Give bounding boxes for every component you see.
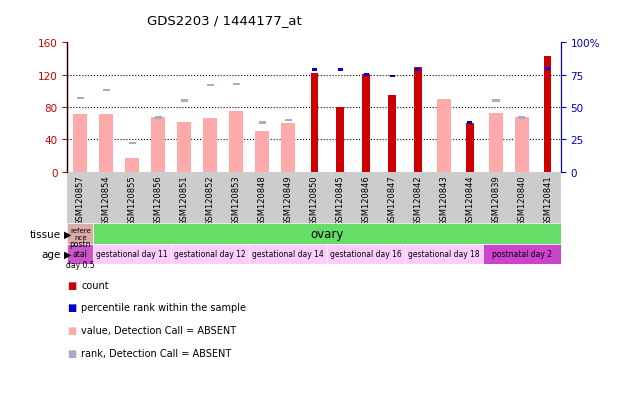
Bar (310, 74, 318, 172)
Bar (281, 124, 296, 172)
Bar (77, 97, 84, 100)
Bar (415, 68, 422, 172)
Bar (129, 142, 136, 145)
Bar (125, 159, 139, 172)
Bar (233, 83, 240, 86)
Text: gestational day 18: gestational day 18 (408, 250, 480, 259)
Bar (327, 244, 405, 264)
Bar (94, 244, 171, 264)
Text: GSM120843: GSM120843 (440, 175, 449, 225)
Text: GSM120839: GSM120839 (492, 175, 501, 225)
Text: GSM120851: GSM120851 (179, 175, 188, 225)
Text: ▶: ▶ (64, 249, 72, 259)
Text: ■: ■ (67, 325, 76, 335)
Text: rank, Detection Call = ABSENT: rank, Detection Call = ABSENT (81, 348, 231, 358)
Bar (67, 244, 94, 264)
Text: postn
atal
day 0.5: postn atal day 0.5 (66, 239, 95, 269)
Text: GSM120855: GSM120855 (128, 175, 137, 225)
Text: postnatal day 2: postnatal day 2 (492, 250, 552, 259)
Bar (255, 132, 269, 172)
Bar (67, 224, 94, 244)
Text: ▶: ▶ (64, 229, 72, 239)
Bar (519, 117, 526, 119)
Bar (203, 118, 217, 172)
Text: GSM120849: GSM120849 (283, 175, 292, 225)
Text: GSM120853: GSM120853 (231, 175, 240, 225)
Text: GSM120852: GSM120852 (206, 175, 215, 225)
Text: refere
nce: refere nce (70, 228, 90, 240)
Text: gestational day 16: gestational day 16 (330, 250, 402, 259)
Text: GSM120841: GSM120841 (544, 175, 553, 225)
Bar (405, 244, 483, 264)
Bar (467, 124, 474, 172)
Bar (181, 100, 188, 102)
Bar (312, 69, 317, 72)
Bar (363, 74, 369, 77)
Bar (489, 114, 503, 172)
Bar (338, 69, 342, 72)
Text: GDS2203 / 1444177_at: GDS2203 / 1444177_at (147, 14, 302, 27)
Text: GSM120846: GSM120846 (362, 175, 370, 225)
Text: GSM120857: GSM120857 (76, 175, 85, 225)
Text: GSM120856: GSM120856 (154, 175, 163, 225)
Bar (483, 244, 561, 264)
Bar (177, 122, 192, 172)
Text: GSM120842: GSM120842 (413, 175, 422, 225)
Text: percentile rank within the sample: percentile rank within the sample (81, 303, 246, 313)
Bar (492, 100, 499, 102)
Bar (229, 112, 244, 172)
Text: GSM120854: GSM120854 (102, 175, 111, 225)
Text: count: count (81, 280, 109, 290)
Bar (515, 117, 529, 172)
Text: GSM120844: GSM120844 (465, 175, 474, 225)
Bar (171, 244, 249, 264)
Text: tissue: tissue (29, 229, 61, 239)
Bar (362, 75, 370, 172)
Bar (154, 117, 162, 119)
Bar (545, 68, 551, 71)
Text: ■: ■ (67, 280, 76, 290)
Text: GSM120847: GSM120847 (388, 175, 397, 225)
Bar (249, 244, 327, 264)
Bar (467, 122, 472, 125)
Bar (415, 69, 420, 72)
Bar (437, 100, 451, 172)
Bar (337, 108, 344, 172)
Text: GSM120848: GSM120848 (258, 175, 267, 225)
Bar (388, 96, 395, 172)
Text: gestational day 12: gestational day 12 (174, 250, 246, 259)
Text: ovary: ovary (310, 228, 344, 240)
Text: ■: ■ (67, 303, 76, 313)
Text: value, Detection Call = ABSENT: value, Detection Call = ABSENT (81, 325, 237, 335)
Bar (544, 57, 551, 172)
Text: GSM120850: GSM120850 (310, 175, 319, 225)
Text: gestational day 14: gestational day 14 (253, 250, 324, 259)
Bar (73, 114, 87, 172)
Bar (99, 114, 113, 172)
Bar (151, 117, 165, 172)
Bar (390, 76, 394, 78)
Bar (258, 122, 266, 124)
Text: age: age (42, 249, 61, 259)
Text: GSM120845: GSM120845 (336, 175, 345, 225)
Text: GSM120840: GSM120840 (517, 175, 526, 225)
Bar (285, 119, 292, 122)
Bar (206, 85, 213, 87)
Text: gestational day 11: gestational day 11 (96, 250, 168, 259)
Text: ■: ■ (67, 348, 76, 358)
Bar (103, 90, 110, 92)
